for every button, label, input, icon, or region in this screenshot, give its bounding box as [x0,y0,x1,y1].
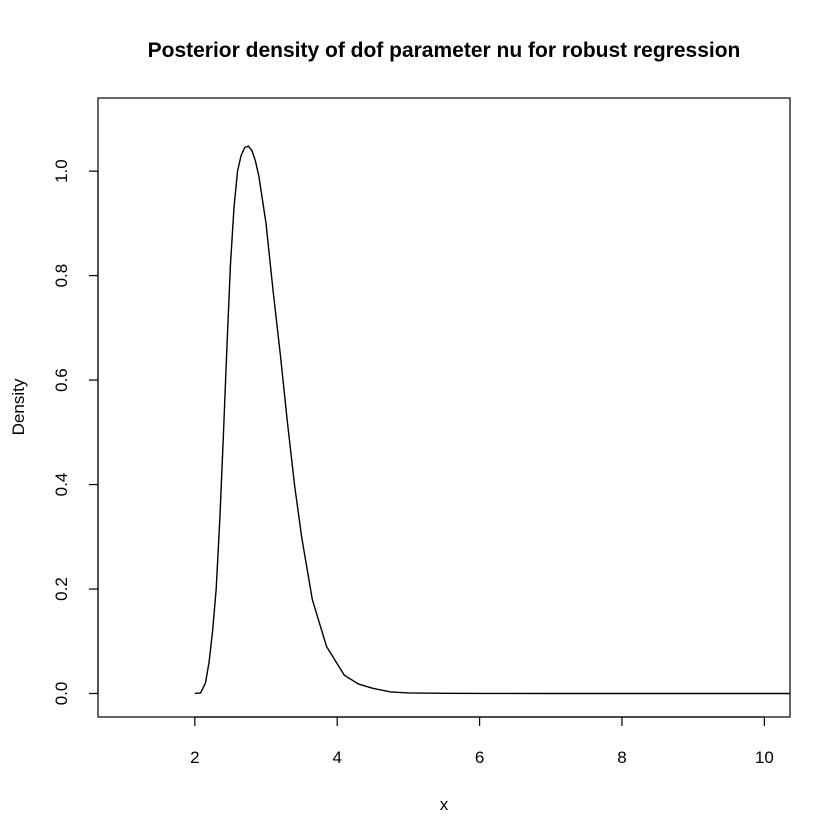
y-tick-label: 0.6 [52,368,71,392]
y-tick-label: 0.4 [52,473,71,497]
y-tick-label: 0.0 [52,682,71,706]
x-axis: 2 4 6 8 10 [190,716,774,767]
x-tick-label: 10 [755,748,774,767]
chart-title: Posterior density of dof parameter nu fo… [148,39,741,62]
y-tick-label: 1.0 [52,159,71,183]
y-axis-label: Density [9,378,28,435]
y-axis: 0.0 0.2 0.4 0.6 0.8 1.0 [52,159,99,706]
y-tick-label: 0.2 [52,577,71,601]
x-tick-label: 4 [332,748,341,767]
plot-frame [97,97,791,718]
x-tick-label: 8 [617,748,626,767]
density-line [194,145,790,695]
y-tick-label: 0.8 [52,264,71,288]
x-axis-label: x [440,795,449,814]
x-tick-label: 2 [190,748,199,767]
x-tick-label: 6 [475,748,484,767]
